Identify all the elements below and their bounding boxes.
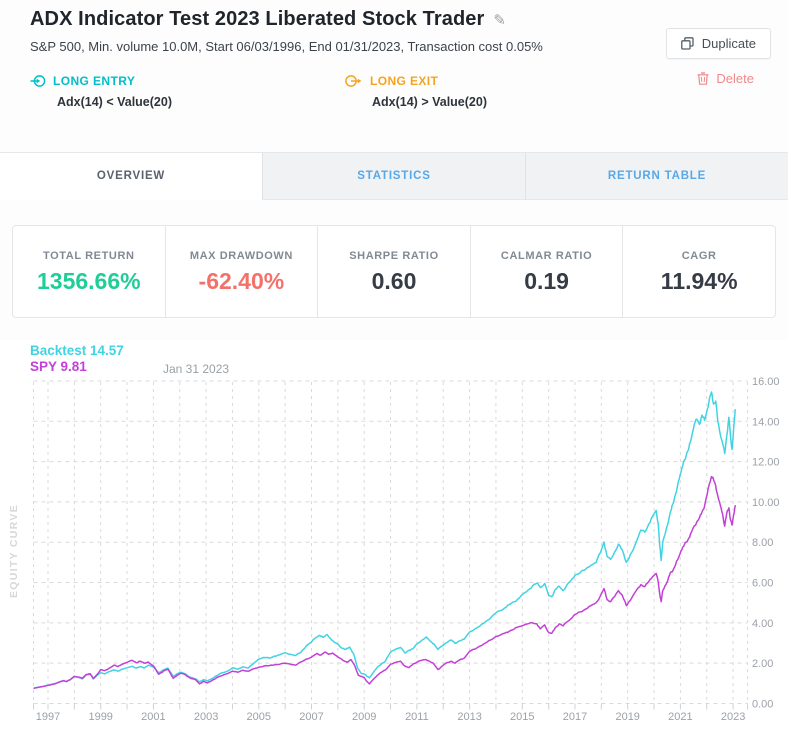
chart-plot[interactable]: 0.00 2.00 4.00 6.00 8.00 10.00 12.00 14.00 16.00…: [0, 340, 788, 744]
equity-curve-chart[interactable]: 0.00 2.00 4.00 6.00 8.00 10.00 12.00 14.00 16.00…: [0, 340, 788, 744]
metric-label: CAGR: [681, 250, 717, 262]
trash-icon: [697, 72, 709, 85]
long-entry-icon: [30, 75, 46, 87]
metric-cagr: CAGR 11.94%: [622, 226, 775, 317]
metric-label: CALMAR RATIO: [500, 250, 593, 262]
x-tick-label: 2007: [299, 711, 323, 723]
x-tick-label: 2013: [457, 711, 481, 723]
x-tick-label: 2021: [668, 711, 692, 723]
metric-value: 0.19: [524, 268, 569, 294]
x-tick-label: 2011: [405, 711, 429, 723]
tab-return-table[interactable]: RETURN TABLE: [525, 153, 788, 200]
metric-max-drawdown: MAX DRAWDOWN -62.40%: [164, 226, 318, 317]
long-entry-label: LONG ENTRY: [53, 74, 136, 88]
y-tick-label: 2.00: [752, 658, 773, 670]
y-tick-label: 14.00: [752, 416, 780, 428]
y-tick-label: 0.00: [752, 699, 773, 711]
x-tick-label: 2023: [721, 711, 745, 723]
metric-value: -62.40%: [198, 268, 285, 294]
header: ADX Indicator Test 2023 Liberated Stock …: [0, 0, 788, 152]
metric-value: 11.94%: [660, 268, 738, 294]
y-tick-label: 8.00: [752, 537, 773, 549]
long-exit-rule: LONG EXIT Adx(14) > Value(20): [345, 73, 487, 109]
delete-button[interactable]: Delete: [697, 71, 754, 86]
spy-line: [33, 475, 736, 690]
delete-button-label: Delete: [716, 71, 754, 86]
copy-icon: [680, 37, 694, 50]
metric-value: 1356.66%: [37, 268, 141, 294]
long-entry-rule: LONG ENTRY Adx(14) < Value(20): [30, 73, 172, 109]
page-title: ADX Indicator Test 2023 Liberated Stock …: [30, 8, 485, 30]
y-tick-label: 6.00: [752, 578, 773, 590]
metric-sharpe-ratio: SHARPE RATIO 0.60: [317, 226, 470, 317]
long-exit-condition: Adx(14) > Value(20): [372, 95, 487, 109]
metric-label: TOTAL RETURN: [43, 250, 135, 262]
x-tick-label: 2005: [247, 711, 271, 723]
tab-overview[interactable]: OVERVIEW: [0, 153, 262, 200]
x-tick-label: 2001: [141, 711, 165, 723]
y-tick-label: 16.00: [752, 376, 780, 388]
y-tick-label: 10.00: [752, 497, 780, 509]
x-tick-label: 1997: [36, 711, 60, 723]
y-axis-title: EQUITY CURVE: [8, 504, 20, 598]
duplicate-button-label: Duplicate: [701, 36, 756, 51]
long-entry-condition: Adx(14) < Value(20): [57, 95, 172, 109]
legend-backtest: Backtest 14.57: [30, 343, 124, 358]
metric-label: MAX DRAWDOWN: [189, 250, 293, 262]
metric-calmar-ratio: CALMAR RATIO 0.19: [469, 226, 623, 317]
y-tick-label: 4.00: [752, 618, 773, 630]
x-tick-label: 2019: [615, 711, 639, 723]
metric-total-return: TOTAL RETURN 1356.66%: [13, 226, 165, 317]
metric-label: SHARPE RATIO: [349, 250, 439, 262]
long-exit-label: LONG EXIT: [370, 74, 439, 88]
metrics-summary: TOTAL RETURN 1356.66% MAX DRAWDOWN -62.40% S…: [12, 225, 776, 318]
x-tick-label: 2017: [563, 711, 587, 723]
x-tick-label: 2015: [510, 711, 534, 723]
long-exit-icon: [345, 75, 362, 87]
x-tick-label: 1999: [88, 711, 112, 723]
tab-statistics[interactable]: STATISTICS: [262, 153, 525, 200]
y-tick-label: 12.00: [752, 457, 780, 469]
backtest-line: [33, 391, 736, 690]
metric-value: 0.60: [371, 268, 417, 294]
edit-icon[interactable]: ✎: [493, 11, 506, 29]
x-tick-label: 2009: [352, 711, 376, 723]
duplicate-button[interactable]: Duplicate: [665, 28, 771, 59]
legend-spy: SPY 9.81: [30, 359, 87, 374]
backtest-settings-summary: S&P 500, Min. volume 10.0M, Start 06/03/…: [30, 39, 543, 54]
x-tick-label: 2003: [194, 711, 218, 723]
tab-bar: OVERVIEW STATISTICS RETURN TABLE: [0, 152, 788, 200]
chart-date-label: Jan 31 2023: [163, 362, 230, 376]
